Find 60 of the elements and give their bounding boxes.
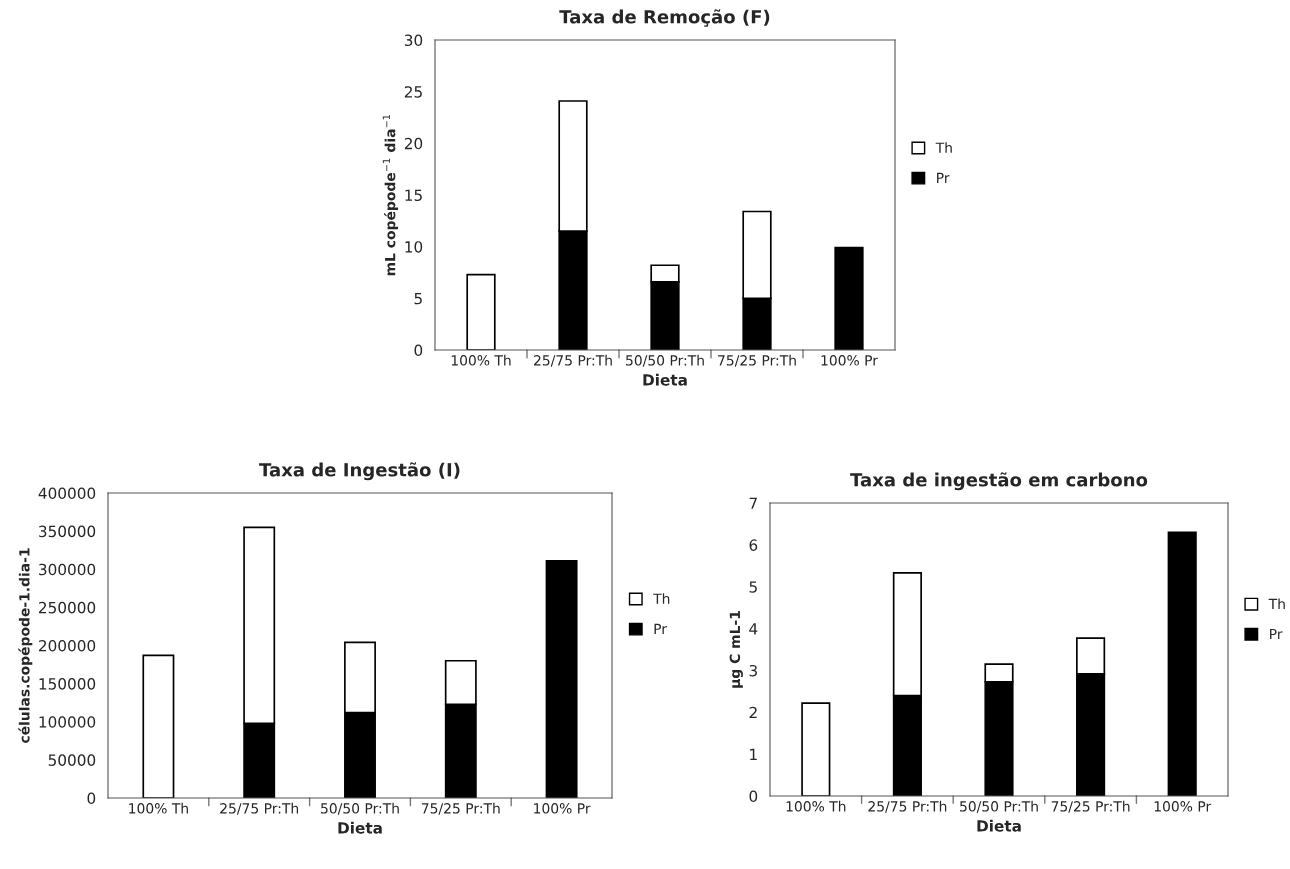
y-tick-label: 0	[749, 790, 758, 803]
x-axis-title: Dieta	[977, 819, 1021, 832]
y-tick-label: 400000	[38, 487, 96, 500]
x-tick-label: 50/50 Pr:Th	[321, 802, 399, 815]
y-tick-label: 50000	[48, 754, 96, 766]
x-tick-label: 25/75 Pr:Th	[534, 354, 612, 367]
x-axis-title: Dieta	[338, 821, 382, 834]
bar	[801, 702, 831, 796]
y-tick-label: 300000	[39, 563, 96, 576]
y-tick-label: 15	[405, 189, 422, 202]
bar	[466, 273, 496, 350]
x-axis-title: Dieta	[643, 373, 687, 386]
x-tick-label: 75/25 Pr:Th	[1051, 800, 1130, 813]
y-tick-label: 3	[749, 664, 757, 677]
legend-label: Th	[935, 142, 952, 153]
y-tick-label: 6	[749, 539, 758, 551]
x-tick-label: 100% Th	[129, 802, 188, 814]
y-tick-label: 100000	[39, 716, 96, 728]
chart-title: Taxa de Ingestão (I)	[259, 462, 460, 481]
y-tick-label: 10	[405, 241, 423, 253]
y-tick-label: 2	[749, 706, 757, 719]
y-tick-label: 5	[749, 581, 757, 593]
bar	[1167, 531, 1197, 796]
y-tick-label: 30	[404, 34, 423, 47]
y-tick-label: 4	[749, 623, 758, 635]
y-tick-label: 7	[749, 497, 757, 509]
x-tick-label: 100% Pr	[534, 803, 591, 814]
legend-label: Pr	[654, 623, 667, 634]
legend-label: Pr	[1270, 628, 1283, 640]
y-axis-title: mL copépode$^{−1}$ dia$^{−1}$	[382, 114, 399, 276]
y-tick-label: 350000	[39, 525, 96, 538]
x-tick-label: 50/50 Pr:Th	[960, 800, 1038, 813]
bar	[545, 560, 578, 798]
chart-title: Taxa de ingestão em carbono	[850, 472, 1148, 491]
y-tick-label: 5	[414, 293, 422, 305]
x-tick-label: 75/25 Pr:Th	[718, 354, 796, 367]
x-tick-label: 100% Th	[786, 800, 846, 812]
y-axis-title: µg C mL-1	[729, 611, 743, 688]
y-tick-label: 250000	[38, 601, 96, 614]
y-axis-title: células.copépode-1.dia-1	[18, 548, 33, 743]
y-tick-label: 0	[414, 344, 423, 357]
x-tick-label: 100% Pr	[1154, 801, 1212, 812]
x-tick-label: 100% Pr	[821, 355, 878, 366]
x-tick-label: 25/75 Pr:Th	[220, 802, 299, 815]
bar	[834, 246, 864, 350]
x-tick-label: 75/25 Pr:Th	[421, 802, 500, 815]
y-tick-label: 25	[404, 86, 422, 98]
bar	[142, 654, 175, 798]
y-tick-label: 1	[750, 748, 757, 760]
y-tick-label: 0	[87, 792, 96, 805]
x-tick-label: 100% Th	[451, 354, 511, 366]
chart-title: Taxa de Remoção (F)	[559, 9, 770, 27]
x-tick-label: 25/75 Pr:Th	[868, 800, 947, 813]
y-tick-label: 200000	[38, 639, 96, 652]
legend-label: Th	[653, 593, 670, 604]
y-tick-label: 150000	[39, 678, 96, 690]
legend-label: Pr	[937, 172, 950, 183]
x-tick-label: 50/50 Pr:Th	[626, 354, 704, 367]
y-tick-label: 20	[404, 137, 423, 150]
legend-label: Th	[1268, 598, 1285, 609]
